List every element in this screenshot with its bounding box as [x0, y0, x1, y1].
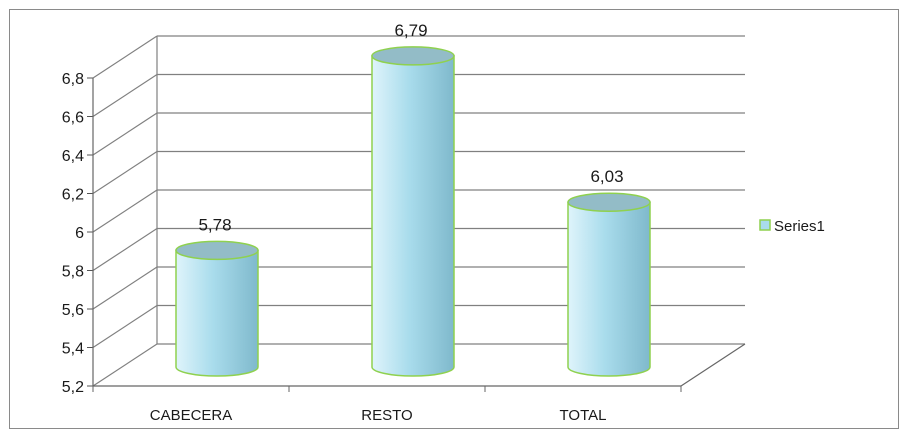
gridline-side: [92, 227, 158, 272]
gridline-side: [92, 189, 158, 233]
bars: [175, 46, 651, 377]
bar-top: [175, 240, 259, 261]
bar-cabecera: [175, 240, 259, 377]
bar-top: [371, 46, 455, 66]
y-tick-label: 6,8: [62, 71, 84, 88]
gridline-side: [92, 73, 158, 118]
data-label-cabecera: 5,78: [198, 215, 231, 234]
category-label-resto: RESTO: [361, 407, 412, 424]
y-tick-label: 5,4: [62, 341, 84, 358]
gridline-side: [92, 112, 158, 156]
category-label-cabecera: CABECERA: [150, 407, 233, 424]
y-tick-label: 5,6: [62, 302, 84, 319]
gridline-side: [92, 35, 158, 79]
gridline-side: [92, 343, 158, 387]
legend-label-series1: Series1: [774, 218, 825, 235]
gridline-side: [92, 150, 158, 195]
y-tick-label: 6: [75, 225, 84, 242]
bar-top: [567, 192, 651, 212]
gridline-side: [92, 304, 158, 349]
bar-resto: [371, 46, 455, 377]
y-tick-label: 6,4: [62, 148, 84, 165]
bar-body: [567, 201, 651, 377]
floor-edge-right: [680, 343, 746, 387]
category-label-total: TOTAL: [560, 407, 607, 424]
bar-body: [175, 249, 259, 377]
y-tick-label: 6,6: [62, 110, 84, 127]
data-label-resto: 6,79: [394, 21, 427, 40]
y-tick-label: 5,2: [62, 379, 84, 396]
y-tick-label: 5,8: [62, 264, 84, 281]
legend-swatch-series1: [759, 219, 771, 231]
bar-body: [371, 55, 455, 377]
y-tick-label: 6,2: [62, 187, 84, 204]
gridline-side: [92, 266, 158, 310]
legend: Series1: [759, 218, 825, 235]
bar-total: [567, 192, 651, 377]
labels: 5,2 5,4 5,6 5,8 6 6,2 6,4 6,6 6,8 5,78 CABECERA 6,7…: [62, 21, 624, 424]
data-label-total: 6,03: [590, 167, 623, 186]
axes: [87, 36, 746, 392]
